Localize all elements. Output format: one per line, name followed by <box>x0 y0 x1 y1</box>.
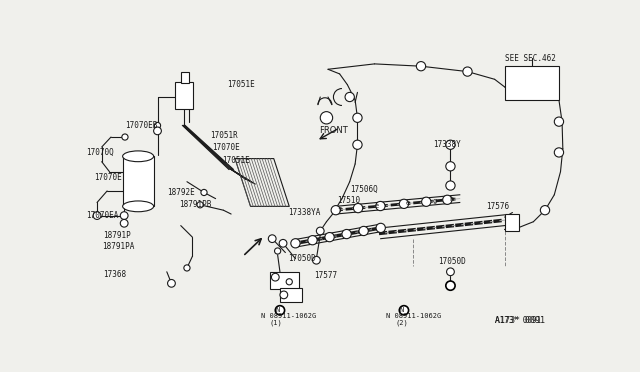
Text: 18791P: 18791P <box>103 231 131 240</box>
Circle shape <box>122 134 128 140</box>
Circle shape <box>312 256 320 264</box>
Circle shape <box>417 62 426 71</box>
Circle shape <box>325 232 334 242</box>
Text: 17051R: 17051R <box>210 131 238 140</box>
Text: 17070EB: 17070EB <box>125 121 157 130</box>
Circle shape <box>399 306 408 315</box>
Text: h: h <box>449 196 453 202</box>
Text: N 08911-1062G: N 08911-1062G <box>386 314 442 320</box>
Circle shape <box>184 265 190 271</box>
Text: (2): (2) <box>396 319 408 326</box>
Circle shape <box>291 239 300 248</box>
Circle shape <box>154 122 161 129</box>
Circle shape <box>463 67 472 76</box>
Circle shape <box>275 248 281 254</box>
Bar <box>505 66 559 100</box>
Text: 18792E: 18792E <box>167 188 195 197</box>
Circle shape <box>446 162 455 171</box>
Circle shape <box>353 140 362 150</box>
Text: 17070Q: 17070Q <box>86 148 114 157</box>
Circle shape <box>446 181 455 190</box>
Text: (1): (1) <box>270 319 283 326</box>
Bar <box>270 272 300 289</box>
Text: g: g <box>433 198 437 204</box>
Text: 17070E: 17070E <box>212 142 239 151</box>
Circle shape <box>286 279 292 285</box>
Circle shape <box>93 212 101 219</box>
Circle shape <box>120 212 128 219</box>
Text: 18791PA: 18791PA <box>102 242 134 251</box>
Circle shape <box>201 189 207 196</box>
Circle shape <box>320 112 333 124</box>
Circle shape <box>446 281 455 290</box>
Text: FRONT: FRONT <box>319 126 348 135</box>
Circle shape <box>120 219 128 227</box>
Text: f: f <box>337 206 342 213</box>
Text: 18791PB: 18791PB <box>179 200 212 209</box>
Circle shape <box>399 199 408 208</box>
Circle shape <box>447 268 454 276</box>
Text: e: e <box>374 203 379 209</box>
Circle shape <box>353 113 362 122</box>
Text: 17577: 17577 <box>314 271 337 280</box>
Text: 17338YA: 17338YA <box>288 208 320 217</box>
Circle shape <box>316 227 324 235</box>
Circle shape <box>345 92 355 102</box>
Bar <box>123 156 154 206</box>
Text: 17051E: 17051E <box>227 80 255 89</box>
Text: A173* 0091: A173* 0091 <box>495 316 545 325</box>
Text: 17576: 17576 <box>486 202 509 211</box>
Text: 17050D: 17050D <box>438 257 466 266</box>
Circle shape <box>275 306 285 315</box>
Text: A173* 0091: A173* 0091 <box>495 316 541 325</box>
Text: 17050D: 17050D <box>288 254 316 263</box>
Circle shape <box>376 223 385 232</box>
Bar <box>180 73 189 83</box>
Text: 17070E: 17070E <box>94 173 122 182</box>
Circle shape <box>271 273 279 281</box>
Text: 17506Q: 17506Q <box>349 185 378 194</box>
Circle shape <box>554 117 564 126</box>
Text: e: e <box>406 200 410 206</box>
Bar <box>505 214 518 231</box>
Circle shape <box>154 127 161 135</box>
Circle shape <box>376 201 385 211</box>
Circle shape <box>443 195 452 205</box>
Text: 17368: 17368 <box>103 270 126 279</box>
Text: N: N <box>399 307 404 313</box>
Ellipse shape <box>123 201 154 212</box>
Text: SEE SEC.462: SEE SEC.462 <box>505 54 556 63</box>
Circle shape <box>268 235 276 243</box>
Bar <box>175 81 193 109</box>
Circle shape <box>331 206 340 215</box>
Circle shape <box>342 230 351 239</box>
Circle shape <box>353 203 363 213</box>
Circle shape <box>280 291 288 299</box>
Circle shape <box>308 235 317 245</box>
Text: N 08911-1062G: N 08911-1062G <box>260 314 316 320</box>
Circle shape <box>422 197 431 206</box>
Circle shape <box>554 148 564 157</box>
Text: 17510: 17510 <box>337 196 360 205</box>
Text: 17338Y: 17338Y <box>433 140 460 149</box>
Bar <box>280 288 301 302</box>
Circle shape <box>359 226 368 235</box>
Ellipse shape <box>123 151 154 162</box>
Circle shape <box>168 279 175 287</box>
Circle shape <box>540 206 550 215</box>
Circle shape <box>446 140 455 150</box>
Circle shape <box>197 202 204 208</box>
Circle shape <box>279 240 287 247</box>
Text: N: N <box>275 307 280 313</box>
Text: 17070EA: 17070EA <box>86 211 118 220</box>
Text: 17051E: 17051E <box>222 155 250 165</box>
